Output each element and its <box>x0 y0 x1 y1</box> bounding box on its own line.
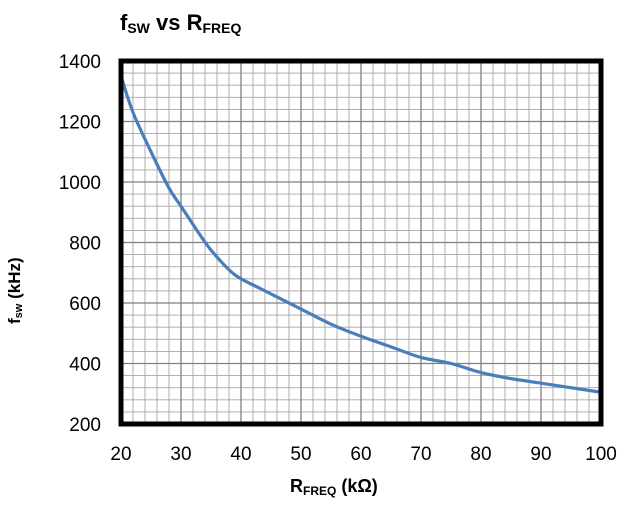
x-tick-label: 60 <box>350 444 371 465</box>
series-group <box>119 74 603 394</box>
x-tick-label: 30 <box>170 444 191 465</box>
y-tick-label: 600 <box>69 294 101 315</box>
y-tick-label: 400 <box>69 355 101 376</box>
y-tick-label: 800 <box>69 234 101 255</box>
x-tick-labels: 20 30 40 50 60 70 80 90 100 <box>110 444 616 465</box>
x-tick-label: 100 <box>585 444 617 465</box>
x-tick-label: 80 <box>470 444 491 465</box>
y-tick-label: 1200 <box>59 113 101 134</box>
plot-frame <box>118 58 604 427</box>
y-tick-label: 1000 <box>59 173 101 194</box>
y-tick-label: 1400 <box>59 52 101 73</box>
y-tick-labels: 200 400 600 800 1000 1200 1400 <box>59 52 101 436</box>
x-axis-label: RFREQ (kΩ) <box>290 476 378 498</box>
x-tick-label: 20 <box>110 444 131 465</box>
y-tick-label: 200 <box>69 415 101 436</box>
x-tick-label: 50 <box>290 444 311 465</box>
x-tick-label: 90 <box>530 444 551 465</box>
chart-title: fSW vs RFREQ <box>120 10 242 36</box>
x-tick-label: 40 <box>230 444 251 465</box>
series-line <box>119 74 603 394</box>
x-tick-label: 70 <box>410 444 431 465</box>
